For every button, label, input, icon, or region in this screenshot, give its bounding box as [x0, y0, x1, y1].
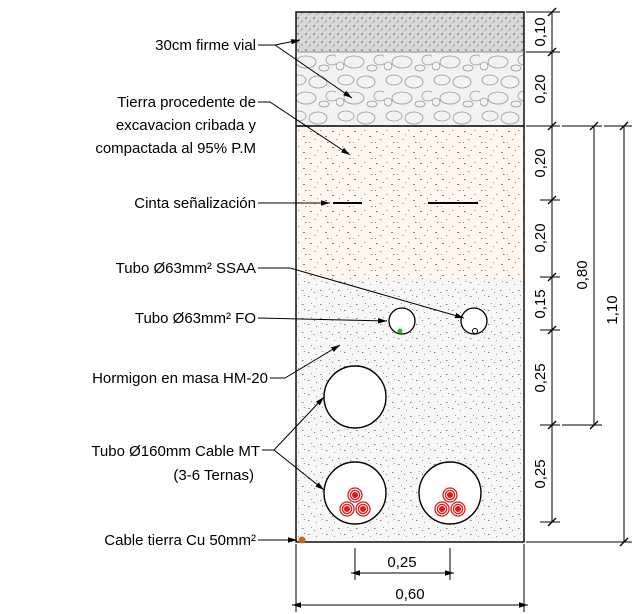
fo-cable-dot	[397, 328, 403, 334]
ground-cable	[298, 536, 306, 544]
mt-cable-groups	[339, 487, 466, 517]
dim-label-0-25-bottom: 0,25	[387, 554, 416, 571]
gravel-layer	[296, 52, 524, 126]
label-tierra-line-1: Tierra procedente de	[117, 94, 256, 111]
label-tubo-fo: Tubo Ø63mm² FO	[135, 310, 256, 327]
dim-middle	[562, 125, 602, 426]
sand-layer	[296, 126, 524, 278]
dim-bottom	[292, 544, 528, 612]
dim-label-0-10: 0,10	[532, 17, 549, 46]
label-tubo-mt-2: (3-6 Ternas)	[173, 467, 254, 484]
label-firme-vial: 30cm firme vial	[155, 37, 256, 54]
dim-ticks-inner	[547, 7, 557, 527]
pipe-fo	[388, 307, 416, 335]
dim-outer-ticks	[619, 121, 629, 547]
ssaa-cable-dot	[472, 328, 478, 334]
dim-label-1-10: 1,10	[604, 295, 621, 324]
dim-label-0-20-lower: 0,20	[532, 223, 549, 252]
mt-cable-1-0-ring-2	[438, 505, 446, 513]
mt-cable-0-2-ring-2	[351, 491, 359, 499]
dim-label-0-15: 0,15	[532, 289, 549, 318]
dim-label-0-25-upper: 0,25	[532, 363, 549, 392]
dim-middle-ticks	[589, 121, 599, 430]
mt-cable-0-0-ring-2	[343, 505, 351, 513]
dim-label-0-60: 0,60	[395, 586, 424, 603]
pipe-ssaa	[460, 307, 488, 335]
label-tierra-line-2: excavacion cribada y	[116, 117, 257, 134]
label-tubo-mt-1: Tubo Ø160mm Cable MT	[91, 443, 260, 460]
asphalt-layer	[296, 12, 524, 52]
label-cinta: Cinta señalización	[134, 195, 256, 212]
mt-cable-0-1-ring-2	[359, 505, 367, 513]
trench-outline	[295, 11, 525, 543]
label-tubo-ssaa: Tubo Ø63mm² SSAA	[116, 260, 256, 277]
dim-label-0-20-gravel: 0,20	[532, 74, 549, 103]
mt-cable-1-2-ring-2	[446, 491, 454, 499]
dim-label-0-20-upper: 0,20	[532, 148, 549, 177]
dim-chain-inner	[526, 11, 560, 523]
dim-label-0-80: 0,80	[574, 260, 591, 289]
mt-cable-1-1-ring-2	[454, 505, 462, 513]
pipe-mt-empty	[323, 365, 387, 429]
dim-label-0-25-lower: 0,25	[532, 459, 549, 488]
label-cable-tierra: Cable tierra Cu 50mm²	[104, 532, 256, 549]
leader-lines	[257, 39, 465, 543]
label-hormigon: Hormigon en masa HM-20	[92, 370, 268, 387]
label-tierra-line-3: compactada al 95% P.M	[95, 140, 256, 157]
dim-outer	[526, 125, 632, 543]
